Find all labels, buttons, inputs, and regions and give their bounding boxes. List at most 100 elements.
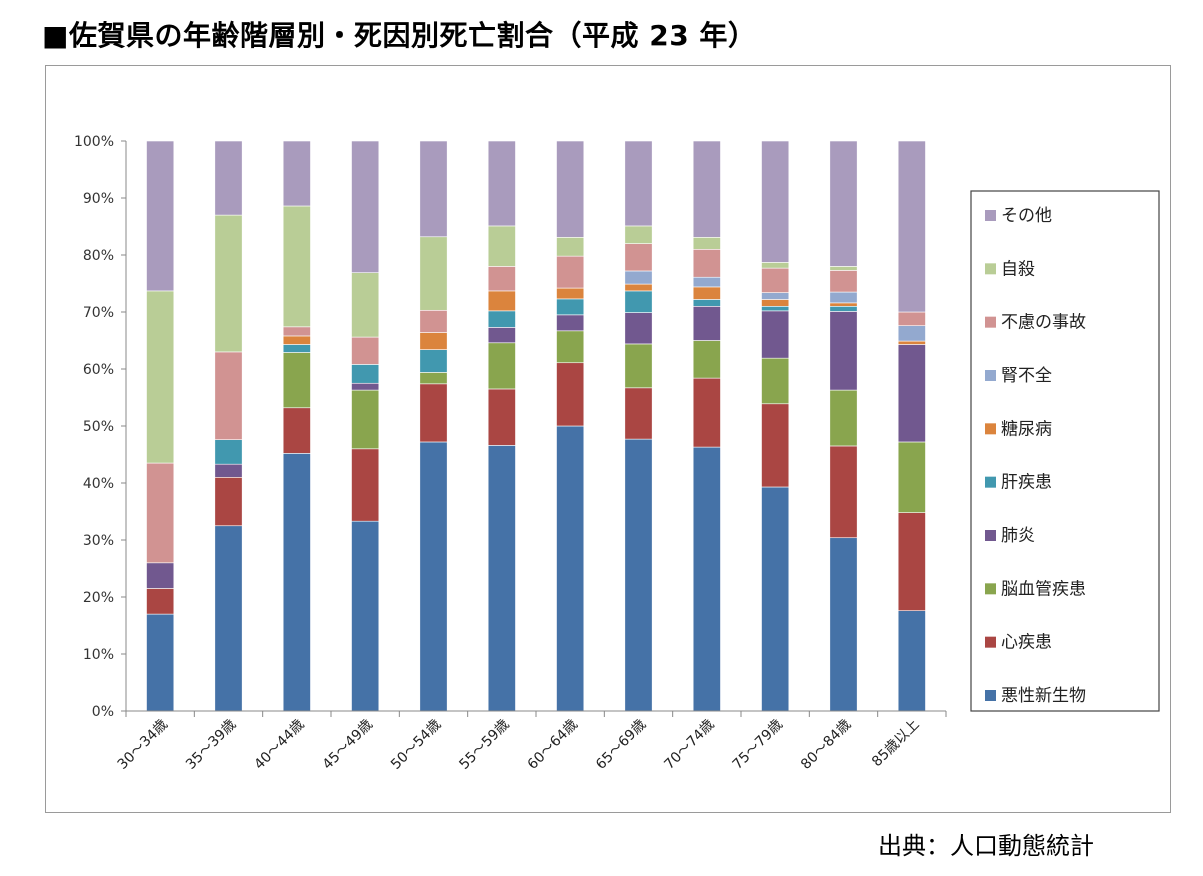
bar-segment — [624, 225, 653, 244]
bar-segment — [214, 214, 243, 353]
bar-segment — [692, 249, 721, 278]
bar-segment — [556, 330, 585, 364]
y-tick-label: 10% — [83, 647, 114, 663]
bar-segment — [351, 389, 380, 450]
bar-segment — [487, 310, 516, 328]
bar-segment — [897, 140, 926, 313]
y-tick-label: 20% — [83, 590, 114, 606]
bar-segment — [692, 340, 721, 379]
bar-segment — [829, 302, 858, 307]
bar-segment — [146, 588, 175, 615]
bar-segment — [556, 140, 585, 238]
legend-swatch — [985, 316, 996, 328]
x-tick-label: 60～64歳 — [525, 717, 581, 773]
bar-segment — [624, 312, 653, 345]
bar-segment — [556, 287, 585, 300]
legend-label: 肝疾患 — [1001, 473, 1052, 493]
legend-swatch — [985, 370, 996, 381]
bar-segment — [556, 255, 585, 289]
bar-segment — [487, 388, 516, 446]
y-tick-label: 80% — [83, 248, 114, 264]
bar-segment — [214, 463, 243, 478]
legend-swatch — [985, 423, 996, 435]
x-tick-label: 70～74歳 — [661, 717, 717, 773]
y-tick-label: 0% — [92, 704, 114, 720]
bar-segment — [897, 325, 926, 342]
bar-segment — [829, 445, 858, 539]
legend-swatch — [985, 636, 996, 648]
bar-segment — [624, 387, 653, 440]
bar-segment — [556, 425, 585, 712]
bar-segment — [214, 351, 243, 440]
y-tick-label: 50% — [83, 419, 114, 435]
legend-swatch — [985, 530, 996, 541]
x-tick-label: 55～59歳 — [456, 717, 512, 773]
bar-segment — [146, 290, 175, 464]
bar-segment — [282, 344, 311, 353]
x-tick-label: 75～79歳 — [730, 717, 786, 773]
legend-label: 脳血管疾患 — [1001, 579, 1086, 599]
bar-segment — [692, 140, 721, 238]
bar-segment — [829, 266, 858, 271]
y-tick-label: 90% — [83, 191, 114, 207]
bar-segment — [282, 140, 311, 207]
bar-segment — [761, 267, 790, 293]
legend-label: 悪性新生物 — [1001, 686, 1086, 706]
bar-segment — [351, 140, 380, 273]
bar-segment — [282, 205, 311, 328]
legend-label: 心疾患 — [1001, 633, 1052, 653]
bar-segment — [556, 362, 585, 427]
x-tick-label: 35～39歳 — [183, 717, 239, 773]
bar-segment — [419, 372, 448, 385]
bar-segment — [692, 286, 721, 300]
y-tick-label: 60% — [83, 362, 114, 378]
bar-segment — [692, 299, 721, 307]
bar-segment — [214, 476, 243, 527]
legend-label: 不慮の事故 — [1001, 313, 1086, 333]
bar-segment — [487, 225, 516, 267]
y-tick-label: 100% — [74, 134, 114, 150]
bar-segment — [761, 292, 790, 300]
bar-segment — [829, 306, 858, 312]
stacked-bar-chart: 0% 10% 20% 30% 40% 50% 60% 70% 80% 90% 100% 30～34歳 3… — [74, 134, 1160, 773]
bar-segment — [487, 290, 516, 312]
bar-segment — [487, 266, 516, 292]
bar-segment — [419, 236, 448, 311]
bar-segment — [556, 314, 585, 332]
chart-frame: 0% 10% 20% 30% 40% 50% 60% 70% 80% 90% 100% 30～34歳 3… — [45, 65, 1171, 813]
bar-segment — [351, 336, 380, 365]
bar-segment — [692, 306, 721, 341]
bar-segment — [146, 462, 175, 564]
legend-swatch — [985, 263, 996, 275]
bar-segment — [829, 140, 858, 267]
bar-segment — [351, 364, 380, 384]
bar-segment — [419, 441, 448, 712]
y-tick-label: 30% — [83, 533, 114, 549]
bar-segment — [214, 439, 243, 465]
bar-segment — [692, 276, 721, 288]
bar-segment — [624, 438, 653, 712]
bar-segment — [487, 327, 516, 344]
bar-segment — [487, 140, 516, 227]
bar-segment — [692, 377, 721, 448]
x-tick-label: 30～34歳 — [115, 717, 171, 773]
bar-segment — [829, 389, 858, 447]
bar-segment — [624, 290, 653, 313]
bar-segment — [487, 445, 516, 712]
bar-segment — [829, 537, 858, 712]
bar-segment — [351, 448, 380, 522]
bar-segment — [829, 291, 858, 304]
bar-segment — [897, 441, 926, 513]
bar-segment — [897, 344, 926, 443]
bar-segment — [897, 340, 926, 345]
legend-swatch — [985, 583, 996, 595]
bar-segment — [351, 382, 380, 391]
bar-segment — [761, 310, 790, 359]
bar-segment — [419, 309, 448, 333]
bars-layer — [146, 140, 926, 712]
bar-segment — [692, 237, 721, 250]
bar-segment — [761, 403, 790, 488]
legend-label: その他 — [1001, 206, 1052, 226]
bar-segment — [624, 343, 653, 389]
